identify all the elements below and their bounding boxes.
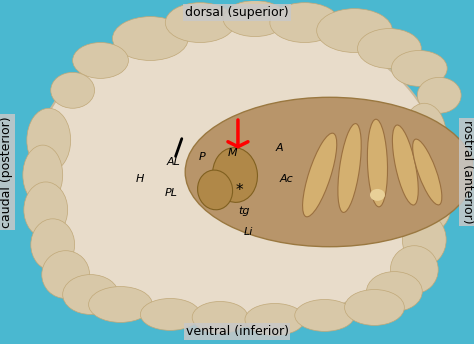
Ellipse shape bbox=[27, 108, 71, 172]
Ellipse shape bbox=[192, 301, 248, 333]
Text: dorsal (superior): dorsal (superior) bbox=[185, 6, 289, 19]
Ellipse shape bbox=[402, 103, 446, 167]
Ellipse shape bbox=[140, 299, 200, 330]
Ellipse shape bbox=[295, 300, 355, 331]
Ellipse shape bbox=[270, 3, 339, 43]
Ellipse shape bbox=[366, 272, 422, 311]
Ellipse shape bbox=[357, 29, 421, 68]
Ellipse shape bbox=[112, 17, 188, 61]
Ellipse shape bbox=[198, 170, 233, 210]
Ellipse shape bbox=[392, 51, 447, 86]
Text: Ac: Ac bbox=[280, 174, 293, 184]
Text: Li: Li bbox=[244, 227, 254, 237]
Ellipse shape bbox=[317, 9, 392, 53]
Ellipse shape bbox=[23, 145, 63, 205]
Ellipse shape bbox=[165, 3, 235, 43]
Ellipse shape bbox=[89, 287, 152, 322]
Text: rostral (anterior): rostral (anterior) bbox=[461, 120, 474, 224]
Ellipse shape bbox=[42, 251, 90, 299]
Ellipse shape bbox=[407, 177, 451, 233]
Ellipse shape bbox=[31, 219, 74, 271]
Text: ventral (inferior): ventral (inferior) bbox=[185, 325, 289, 338]
Text: PL: PL bbox=[164, 187, 177, 197]
Ellipse shape bbox=[402, 214, 446, 266]
Ellipse shape bbox=[413, 139, 442, 205]
Ellipse shape bbox=[212, 148, 257, 202]
Text: caudal (posterior): caudal (posterior) bbox=[0, 116, 13, 228]
Ellipse shape bbox=[302, 133, 337, 217]
Ellipse shape bbox=[392, 125, 418, 205]
Ellipse shape bbox=[63, 275, 118, 314]
Text: AL: AL bbox=[166, 157, 180, 167]
Ellipse shape bbox=[411, 140, 451, 200]
Text: M: M bbox=[228, 148, 237, 158]
Ellipse shape bbox=[338, 123, 361, 213]
Ellipse shape bbox=[370, 189, 385, 201]
Text: A: A bbox=[276, 143, 283, 153]
Ellipse shape bbox=[51, 72, 95, 108]
Text: *: * bbox=[236, 183, 243, 198]
Text: tg: tg bbox=[238, 206, 250, 216]
Text: P: P bbox=[198, 152, 205, 162]
Ellipse shape bbox=[417, 77, 461, 113]
Ellipse shape bbox=[73, 43, 128, 78]
Ellipse shape bbox=[245, 303, 305, 335]
Ellipse shape bbox=[345, 290, 404, 325]
Ellipse shape bbox=[24, 182, 68, 238]
Ellipse shape bbox=[367, 119, 388, 207]
Text: H: H bbox=[136, 174, 145, 184]
Ellipse shape bbox=[33, 18, 441, 326]
Ellipse shape bbox=[391, 246, 438, 293]
Ellipse shape bbox=[223, 1, 287, 36]
Ellipse shape bbox=[185, 97, 474, 247]
